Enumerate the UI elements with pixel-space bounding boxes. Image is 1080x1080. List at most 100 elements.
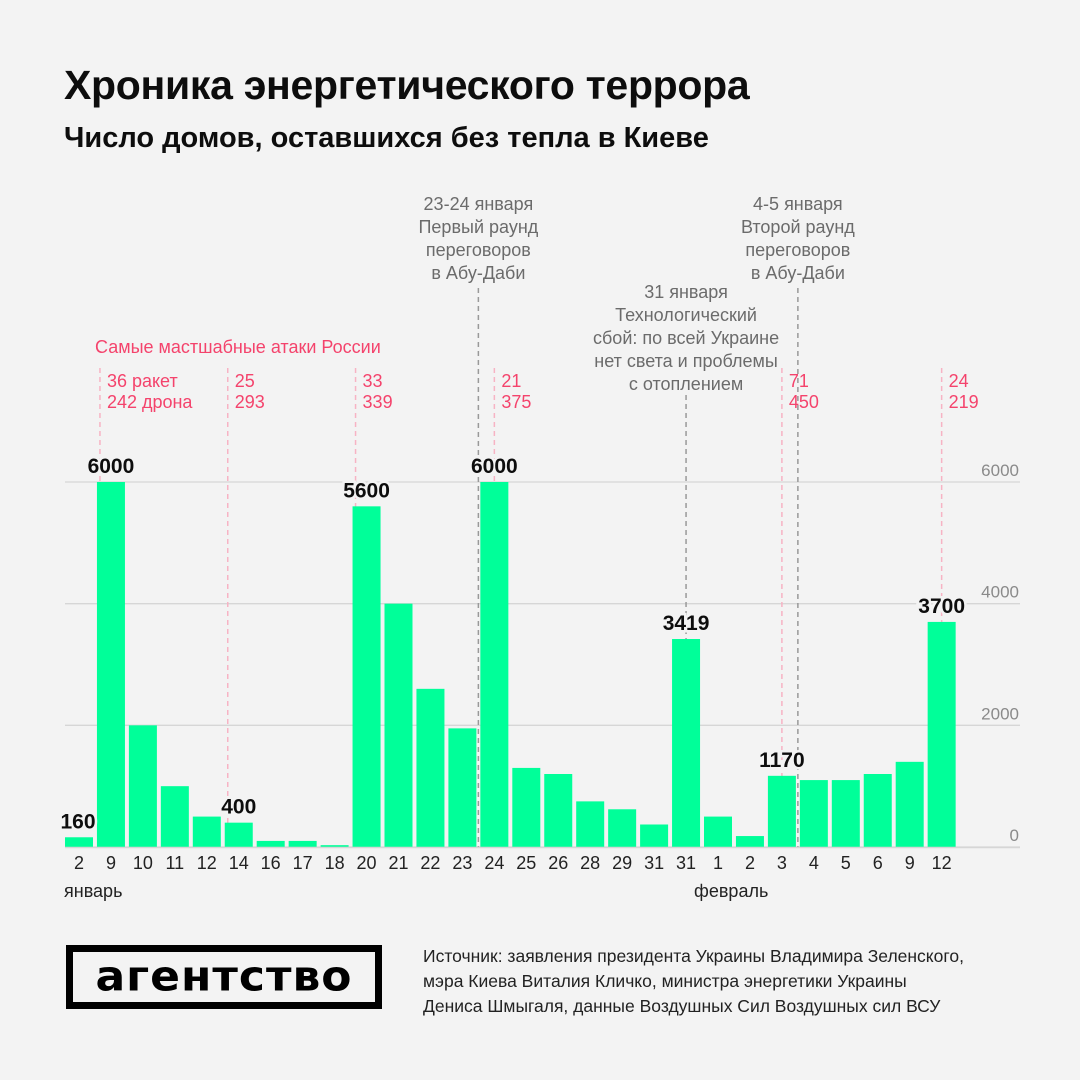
x-tick-label: 12 (197, 853, 217, 873)
month-label: январь (64, 881, 122, 901)
x-tick-label: 21 (388, 853, 408, 873)
bar (480, 482, 509, 847)
bar (799, 780, 828, 847)
x-tick-label: 9 (905, 853, 915, 873)
value-label: 3419 (663, 612, 710, 635)
x-tick-label: 17 (293, 853, 313, 873)
attack-label: 219 (949, 392, 979, 412)
logo-text: агентство (95, 952, 353, 1001)
y-tick-label: 0 (1010, 826, 1019, 845)
bar (512, 767, 541, 847)
attack-label: 24 (949, 371, 969, 391)
x-tick-label: 1 (713, 853, 723, 873)
bar (767, 775, 796, 847)
attack-label: 293 (235, 392, 265, 412)
y-tick-label: 4000 (981, 583, 1019, 602)
x-tick-label: 2 (745, 853, 755, 873)
bar (160, 786, 189, 847)
attack-label: 375 (501, 392, 531, 412)
attack-label: 33 (363, 371, 383, 391)
x-tick-label: 4 (809, 853, 819, 873)
bar (192, 816, 221, 847)
bar (224, 822, 253, 847)
attack-label: 71 (789, 371, 809, 391)
event-label: Первый раунд (418, 217, 538, 237)
x-tick-label: 22 (420, 853, 440, 873)
bar (640, 824, 669, 847)
bar (256, 840, 285, 847)
value-label: 6000 (88, 455, 135, 478)
bar (608, 809, 637, 847)
bar (320, 845, 349, 847)
event-label: 31 января (644, 282, 728, 302)
bar (384, 603, 413, 847)
bar (544, 774, 573, 847)
bar (128, 725, 157, 847)
event-label: в Абу-Даби (431, 263, 525, 283)
x-tick-label: 12 (932, 853, 952, 873)
value-label: 6000 (471, 455, 518, 478)
bar (576, 801, 605, 847)
value-label: 3700 (918, 595, 965, 618)
bar (65, 837, 93, 847)
source-line: мэра Киева Виталия Кличко, министра энер… (423, 971, 907, 991)
bar (863, 774, 892, 847)
x-tick-label: 28 (580, 853, 600, 873)
x-tick-label: 10 (133, 853, 153, 873)
attacks-heading: Самые мастшабные атаки России (95, 337, 381, 357)
event-label: Второй раунд (741, 217, 855, 237)
value-label: 1170 (759, 749, 805, 772)
attack-label: 242 дрона (107, 392, 193, 412)
x-tick-label: 14 (229, 853, 249, 873)
bar (927, 621, 956, 847)
value-label: 160 (60, 810, 95, 833)
event-label: 4-5 января (753, 194, 843, 214)
x-tick-label: 20 (357, 853, 377, 873)
attack-label: 36 ракет (107, 371, 178, 391)
x-tick-label: 9 (106, 853, 116, 873)
y-tick-label: 6000 (981, 461, 1019, 480)
x-tick-label: 2 (74, 853, 84, 873)
value-label: 5600 (343, 479, 390, 502)
event-label: с отоплением (629, 374, 743, 394)
event-label: сбой: по всей Украине (593, 328, 779, 348)
chart-subtitle: Число домов, оставшихся без тепла в Киев… (64, 122, 709, 154)
bar (895, 761, 924, 847)
bar (831, 780, 860, 847)
event-label: 23-24 января (424, 194, 534, 214)
source-line: Источник: заявления президента Украины В… (423, 946, 964, 966)
bar (96, 482, 125, 847)
event-label: Технологический (615, 305, 757, 325)
value-label: 400 (221, 796, 256, 819)
y-tick-label: 2000 (981, 704, 1019, 723)
event-label: переговоров (745, 240, 850, 260)
bar (448, 728, 477, 847)
bar (416, 688, 445, 847)
event-label: нет света и проблемы (594, 351, 778, 371)
bar (704, 816, 732, 847)
bar (288, 840, 317, 847)
bar (352, 506, 381, 847)
x-tick-label: 23 (452, 853, 472, 873)
event-label: в Абу-Даби (751, 263, 845, 283)
event-label: переговоров (426, 240, 531, 260)
x-tick-label: 31 (644, 853, 664, 873)
x-tick-label: 26 (548, 853, 568, 873)
attack-label: 450 (789, 392, 819, 412)
chart-title: Хроника энергетического террора (64, 62, 750, 108)
x-tick-label: 29 (612, 853, 632, 873)
x-tick-label: 11 (166, 853, 185, 873)
x-tick-label: 3 (777, 853, 787, 873)
attack-label: 339 (363, 392, 393, 412)
x-tick-label: 16 (261, 853, 281, 873)
x-tick-label: 24 (484, 853, 504, 873)
x-tick-label: 6 (873, 853, 883, 873)
x-tick-label: 25 (516, 853, 536, 873)
attack-label: 21 (501, 371, 521, 391)
source-note: Источник: заявления президента Украины В… (423, 944, 1043, 1019)
attack-label: 25 (235, 371, 255, 391)
x-tick-label: 31 (676, 853, 696, 873)
bar (735, 836, 764, 847)
month-label: февраль (694, 881, 768, 901)
